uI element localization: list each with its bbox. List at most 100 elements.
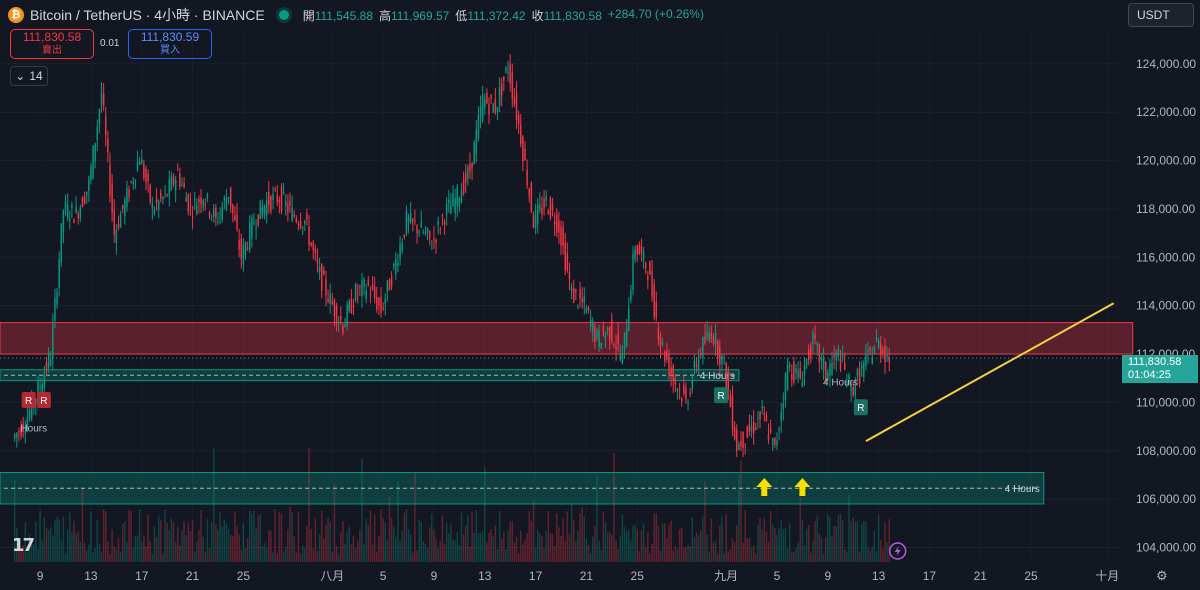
volume-bar bbox=[774, 528, 776, 562]
candle-body bbox=[888, 357, 890, 363]
volume-bar bbox=[248, 510, 251, 562]
candle-body bbox=[234, 215, 236, 221]
x-tick-label: 21 bbox=[580, 569, 594, 583]
volume-bar bbox=[520, 530, 522, 562]
candle-body bbox=[843, 362, 846, 370]
candle-body bbox=[803, 365, 806, 376]
symbol-title[interactable]: Bitcoin / TetherUS · 4小時 · BINANCE bbox=[30, 7, 265, 23]
volume-bar bbox=[598, 540, 600, 562]
candle-body bbox=[721, 355, 723, 364]
candle-body bbox=[710, 332, 713, 339]
currency-selector[interactable]: USDT bbox=[1128, 3, 1194, 27]
candle-body bbox=[835, 351, 838, 361]
candle-body bbox=[797, 370, 799, 378]
volume-bar bbox=[160, 519, 162, 562]
signal-badge-label: R bbox=[717, 391, 724, 402]
candle-body bbox=[560, 226, 562, 246]
volume-bar bbox=[526, 533, 528, 562]
candle-body bbox=[162, 197, 164, 200]
volume-bar bbox=[291, 512, 293, 562]
tradingview-logo-icon[interactable]: 𝟭𝟳 bbox=[12, 535, 35, 555]
volume-bar bbox=[543, 548, 545, 562]
volume-bar bbox=[90, 511, 92, 562]
candle-body bbox=[727, 371, 730, 391]
volume-bar bbox=[450, 524, 452, 562]
candle-body bbox=[382, 307, 384, 310]
candle-body bbox=[117, 223, 120, 229]
sell-button[interactable]: 111,830.58 賣出 bbox=[10, 29, 94, 59]
x-tick-label: 21 bbox=[974, 569, 988, 583]
candle-body bbox=[511, 72, 514, 99]
candle-body bbox=[426, 228, 429, 233]
candle-body bbox=[490, 94, 492, 99]
volume-bar bbox=[282, 551, 285, 562]
volume-bar bbox=[655, 513, 658, 562]
candle-body bbox=[361, 280, 363, 297]
volume-bar bbox=[822, 553, 825, 562]
candle-body bbox=[268, 191, 270, 206]
candle-body bbox=[740, 440, 742, 447]
candle-body bbox=[606, 327, 609, 331]
volume-bar bbox=[361, 458, 363, 562]
volume-bar bbox=[136, 535, 139, 562]
volume-bar bbox=[145, 546, 147, 562]
volume-bar bbox=[185, 535, 187, 562]
volume-bar bbox=[43, 517, 46, 562]
candle-body bbox=[566, 253, 569, 271]
candle-body bbox=[494, 99, 497, 113]
volume-bar bbox=[644, 547, 647, 562]
settings-gear-icon[interactable]: ⚙ bbox=[1156, 568, 1168, 583]
indicators-toggle[interactable]: ⌄ 14 bbox=[10, 66, 48, 86]
candle-body bbox=[551, 203, 554, 211]
x-tick-label: 13 bbox=[478, 569, 492, 583]
volume-bar bbox=[181, 529, 183, 562]
volume-bar bbox=[346, 531, 348, 562]
volume-bar bbox=[761, 529, 763, 562]
spread-value: 0.01 bbox=[100, 38, 120, 49]
volume-bar bbox=[100, 552, 103, 562]
candle-body bbox=[791, 374, 793, 380]
volume-bar bbox=[98, 543, 101, 562]
candle-body bbox=[348, 301, 350, 312]
y-tick-label: 124,000.00 bbox=[1136, 57, 1196, 71]
volume-bar bbox=[467, 515, 469, 562]
volume-bar bbox=[437, 548, 439, 562]
volume-bar bbox=[807, 525, 810, 562]
volume-bar bbox=[704, 482, 706, 562]
volume-bar bbox=[422, 541, 425, 562]
volume-bar bbox=[706, 534, 708, 562]
buy-button[interactable]: 111,830.59 買入 bbox=[128, 29, 212, 59]
candle-body bbox=[98, 109, 101, 123]
candle-body bbox=[244, 242, 247, 255]
volume-bar bbox=[200, 509, 202, 562]
volume-bar bbox=[420, 521, 422, 562]
x-tick-label: 九月 bbox=[714, 569, 738, 583]
candle-body bbox=[293, 214, 295, 217]
volume-bar bbox=[325, 525, 327, 562]
volume-bar bbox=[562, 518, 564, 562]
candle-body bbox=[189, 204, 192, 206]
candle-body bbox=[119, 214, 122, 228]
candle-body bbox=[719, 346, 721, 365]
candle-body bbox=[655, 302, 658, 318]
volume-bar bbox=[769, 511, 772, 562]
candle-body bbox=[263, 205, 266, 214]
volume-bar bbox=[579, 513, 581, 562]
candle-body bbox=[153, 210, 156, 214]
candle-body bbox=[706, 331, 708, 338]
x-tick-label: 5 bbox=[774, 569, 781, 583]
volume-bar bbox=[128, 509, 130, 562]
low-value: 111,372.42 bbox=[467, 8, 526, 23]
candle-body bbox=[141, 159, 143, 164]
candle-body bbox=[401, 242, 403, 251]
candle-body bbox=[215, 208, 217, 218]
volume-bar bbox=[623, 527, 626, 562]
volume-bar bbox=[390, 517, 393, 562]
candle-body bbox=[464, 173, 467, 183]
volume-bar bbox=[340, 532, 342, 562]
volume-bar bbox=[166, 523, 168, 562]
candle-body bbox=[54, 297, 56, 321]
candle-body bbox=[344, 324, 346, 328]
